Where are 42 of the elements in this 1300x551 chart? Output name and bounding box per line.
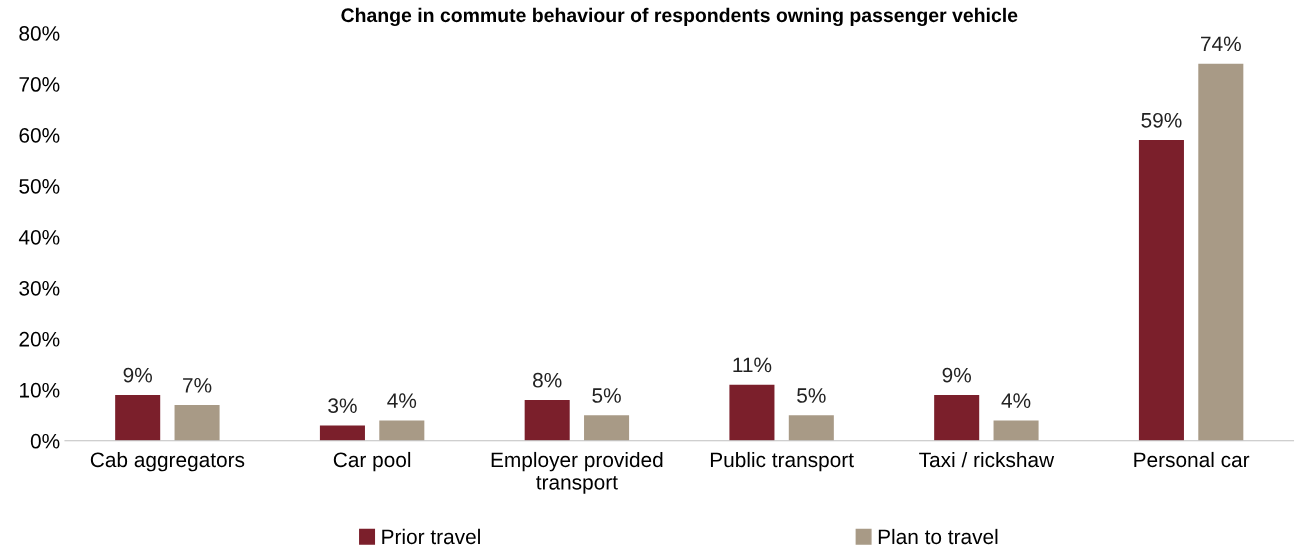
data-label: 9% xyxy=(123,367,152,383)
bar xyxy=(115,394,161,441)
data-label: 7% xyxy=(183,378,212,393)
y-tick-label: 30% xyxy=(19,280,60,296)
x-tick-label: Car pool xyxy=(333,451,411,472)
y-tick-label: 50% xyxy=(19,178,60,194)
y-tick-label: 40% xyxy=(18,229,60,245)
data-label: 4% xyxy=(1001,393,1031,408)
bar xyxy=(379,420,425,441)
chart-title: Change in commute behaviour of respondents owning passenger vehicle xyxy=(341,7,1018,27)
data-label: 5% xyxy=(797,388,826,403)
data-label: 3% xyxy=(328,398,357,414)
bar xyxy=(1138,140,1184,441)
data-label: 5% xyxy=(592,388,621,403)
data-label: 4% xyxy=(387,393,417,408)
x-tick-label: Public transport xyxy=(710,451,854,472)
y-tick-label: 60% xyxy=(19,128,60,143)
x-tick-label: Cab aggregators xyxy=(90,451,245,472)
bar xyxy=(319,425,365,441)
data-label: 9% xyxy=(942,367,971,383)
data-label: 11% xyxy=(733,357,772,373)
y-tick-label: 70% xyxy=(19,77,60,92)
bar xyxy=(584,415,630,441)
bar xyxy=(788,415,834,441)
x-tick-label: Personal car xyxy=(1134,451,1250,468)
bar xyxy=(729,384,775,441)
bar xyxy=(993,420,1039,441)
y-tick-label: 80% xyxy=(19,26,60,41)
legend-label: Plan to travel xyxy=(878,528,998,545)
y-tick-label: 10% xyxy=(20,382,60,398)
data-label: 59% xyxy=(1141,112,1182,128)
bar xyxy=(174,405,220,441)
x-tick-label: Taxi / rickshaw xyxy=(919,451,1055,468)
bar xyxy=(1198,63,1244,441)
bar xyxy=(524,400,570,441)
data-label: 8% xyxy=(533,372,562,388)
legend-label: Prior travel xyxy=(382,528,480,545)
y-tick-label: 20% xyxy=(19,331,60,347)
bar xyxy=(934,394,980,441)
x-tick-label: Employer provided transport xyxy=(491,451,663,494)
y-tick-label: 0% xyxy=(30,433,60,449)
data-label: 74% xyxy=(1201,36,1241,52)
